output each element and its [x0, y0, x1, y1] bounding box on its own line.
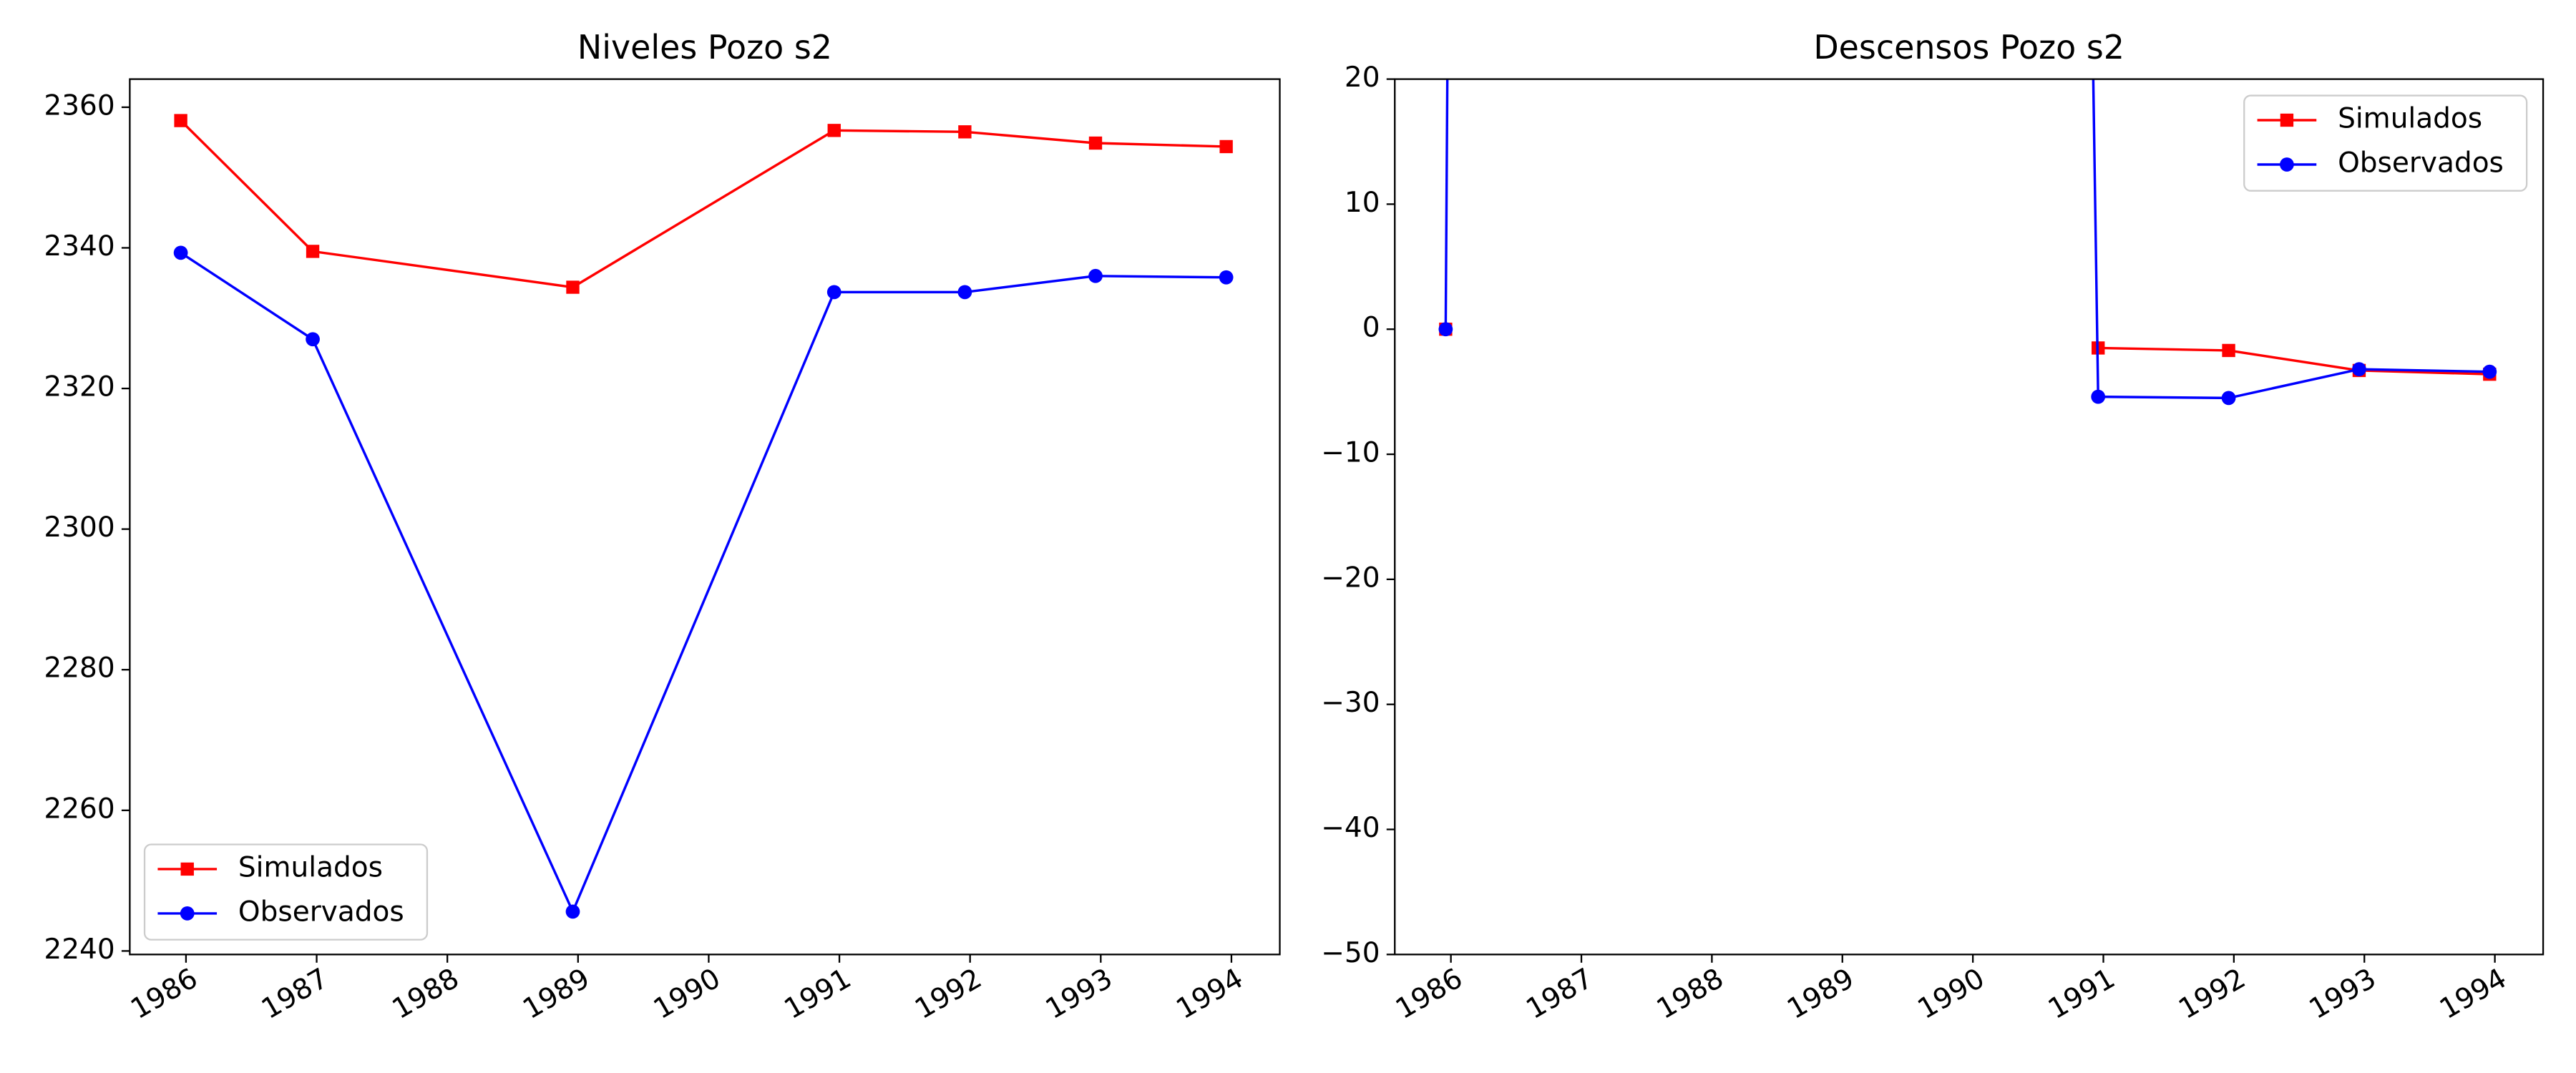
- y-tick-label: 2300: [44, 511, 114, 544]
- marker: [2482, 364, 2497, 379]
- marker: [180, 906, 195, 921]
- series-line: [180, 119, 1226, 289]
- marker: [1438, 322, 1453, 337]
- x-tick-label: 1992: [2173, 962, 2250, 1026]
- x-tick-label: 1989: [517, 962, 595, 1026]
- marker: [1088, 268, 1103, 283]
- y-tick-label: 10: [1345, 187, 1380, 219]
- plot-frame: [129, 78, 1281, 956]
- legend-label: Observados: [2338, 147, 2504, 179]
- marker: [957, 285, 972, 300]
- x-tick-label: 1993: [1040, 962, 1118, 1026]
- x-tick-label: 1988: [387, 962, 464, 1026]
- x-tick-label: 1994: [1171, 962, 1248, 1026]
- marker: [174, 114, 187, 127]
- y-tick-label: 2260: [44, 793, 114, 825]
- marker: [1088, 136, 1103, 150]
- marker: [306, 332, 320, 347]
- marker: [173, 245, 188, 260]
- marker: [2221, 391, 2236, 406]
- y-tick-label: 2280: [44, 652, 114, 685]
- y-tick-label: −40: [1321, 812, 1380, 844]
- x-tick-label: 1990: [648, 962, 726, 1026]
- legend-label: Observados: [238, 896, 404, 928]
- chart-title: Niveles Pozo s2: [577, 28, 832, 67]
- series-line: [180, 251, 1226, 915]
- y-tick-label: 2340: [44, 230, 114, 263]
- y-tick-label: 0: [1362, 312, 1380, 344]
- series-line: [2098, 346, 2490, 376]
- marker: [306, 245, 320, 258]
- x-tick-label: 1989: [1782, 962, 1859, 1026]
- x-tick-label: 1992: [909, 962, 987, 1026]
- legend-label: Simulados: [2338, 102, 2482, 134]
- x-tick-label: 1991: [779, 962, 857, 1026]
- marker: [827, 124, 841, 137]
- y-tick-label: 2240: [44, 934, 114, 966]
- x-tick-label: 1986: [1390, 962, 1468, 1026]
- plot-area: [1438, 79, 2497, 406]
- x-tick-label: 1988: [1652, 962, 1729, 1026]
- x-tick-label: 1993: [2304, 962, 2381, 1026]
- marker: [826, 285, 841, 300]
- x-tick-label: 1991: [2043, 962, 2120, 1026]
- x-tick-label: 1994: [2434, 962, 2512, 1026]
- x-tick-label: 1990: [1913, 962, 1990, 1026]
- y-tick-label: −50: [1321, 937, 1380, 969]
- marker: [1219, 139, 1233, 154]
- x-tick-label: 1987: [256, 962, 333, 1026]
- legend-label: Simulados: [238, 851, 383, 883]
- x-tick-label: 1987: [1521, 962, 1599, 1026]
- marker: [2222, 343, 2235, 358]
- y-tick-label: 20: [1345, 62, 1380, 94]
- chart-title: Descensos Pozo s2: [1813, 28, 2124, 67]
- plot-area: [173, 114, 1234, 919]
- y-tick-label: 2320: [44, 371, 114, 403]
- y-tick-label: −20: [1321, 562, 1380, 594]
- y-tick-label: −10: [1321, 437, 1380, 469]
- marker: [2091, 389, 2106, 404]
- marker: [566, 280, 580, 294]
- marker: [2280, 157, 2294, 172]
- y-tick-label: 2360: [44, 89, 114, 122]
- marker: [2352, 362, 2366, 377]
- marker: [1219, 270, 1234, 285]
- marker: [180, 862, 194, 876]
- plot-frame: [1394, 78, 2545, 956]
- marker: [565, 904, 580, 919]
- x-tick-label: 1986: [125, 962, 203, 1026]
- marker: [958, 125, 972, 139]
- marker: [2280, 113, 2294, 127]
- y-tick-label: −30: [1321, 687, 1380, 719]
